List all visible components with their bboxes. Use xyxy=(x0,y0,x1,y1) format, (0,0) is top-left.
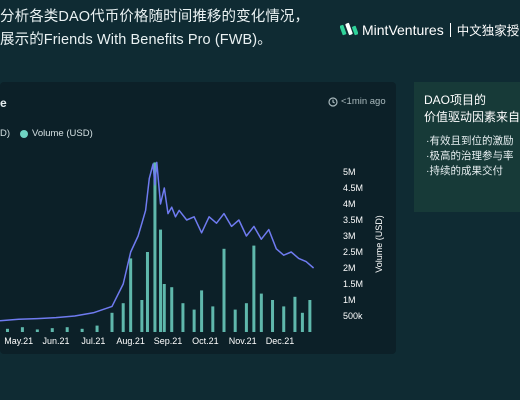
brand-name: MintVentures xyxy=(362,21,444,38)
side-list-item: ·极高的治理参与率 xyxy=(426,150,514,162)
brand-divider xyxy=(449,22,451,37)
volume-bar xyxy=(121,303,125,332)
y-tick-label: 4.5M xyxy=(343,183,363,193)
volume-bar xyxy=(140,300,144,332)
y-tick-label: 3.5M xyxy=(343,215,363,225)
chart-updated-text: <1min ago xyxy=(341,96,386,107)
volume-bar xyxy=(192,309,196,332)
refresh-clock-icon[interactable] xyxy=(328,96,338,107)
y-tick-label: 2.5M xyxy=(343,247,363,257)
volume-bar xyxy=(20,327,24,332)
legend-volume-label: Volume (USD) xyxy=(32,128,93,139)
chart-title: e xyxy=(0,96,7,110)
chart-legend: D) Volume (USD) xyxy=(0,128,103,139)
x-tick-label: Nov.21 xyxy=(229,336,257,346)
legend-price-label: D) xyxy=(0,128,11,139)
brand: MintVentures 中文独家授 xyxy=(340,20,519,39)
header-line-1: 分析各类DAO代币价格随时间推移的变化情况， xyxy=(0,9,310,25)
volume-bar xyxy=(95,325,99,332)
volume-bar xyxy=(293,296,297,332)
price-line xyxy=(0,161,315,322)
legend-volume-swatch xyxy=(20,129,29,138)
header-text: 分析各类DAO代币价格随时间推移的变化情况， 展示的Friends With B… xyxy=(0,6,310,52)
volume-bar xyxy=(222,248,226,332)
y-tick-label: 5M xyxy=(343,167,356,177)
mint-leaf-icon xyxy=(340,22,358,35)
volume-bar xyxy=(80,328,84,332)
volume-bar xyxy=(170,287,174,332)
side-panel-title: DAO项目的 价值驱动因素来自 xyxy=(424,92,520,126)
volume-bar xyxy=(308,300,312,332)
x-tick-label: Jun.21 xyxy=(42,336,69,346)
volume-bar xyxy=(129,258,133,332)
y-tick-label: 3M xyxy=(343,231,356,241)
volume-bar xyxy=(271,300,275,332)
volume-bar xyxy=(211,306,215,332)
side-panel: DAO项目的 价值驱动因素来自 ·有效且到位的激励 ·极高的治理参与率 ·持续的… xyxy=(414,82,520,212)
volume-bar xyxy=(282,306,286,332)
y-tick-label: 4M xyxy=(343,199,356,209)
volume-bar xyxy=(252,245,256,332)
volume-bar xyxy=(233,309,237,332)
volume-bar xyxy=(244,303,248,332)
volume-bar xyxy=(65,327,69,332)
brand-tag: 中文独家授 xyxy=(456,24,520,38)
x-tick-label: May.21 xyxy=(4,336,33,346)
side-list-item: ·有效且到位的激励 xyxy=(426,135,514,147)
volume-bar xyxy=(181,303,185,332)
volume-bar xyxy=(35,329,39,332)
side-panel-list: ·有效且到位的激励 ·极高的治理参与率 ·持续的成果交付 xyxy=(426,134,514,179)
volume-bar xyxy=(200,290,204,332)
side-list-item: ·持续的成果交付 xyxy=(426,165,503,177)
volume-bar xyxy=(300,312,304,332)
volume-bar xyxy=(5,328,9,332)
x-tick-label: Dec.21 xyxy=(266,336,295,346)
volume-bar xyxy=(50,328,54,332)
volume-bar xyxy=(153,162,157,332)
legend-item-volume[interactable]: Volume (USD) xyxy=(20,128,93,139)
volume-bar xyxy=(259,293,263,332)
x-tick-label: Oct.21 xyxy=(192,336,219,346)
side-title-line-2: 价值驱动因素来自 xyxy=(424,110,520,124)
x-tick-label: Jul.21 xyxy=(81,336,105,346)
x-tick-label: Aug.21 xyxy=(116,336,145,346)
volume-bar xyxy=(145,252,149,332)
header-line-2: 展示的Friends With Benefits Pro (FWB)。 xyxy=(0,32,272,48)
y-tick-label: 500k xyxy=(343,311,363,321)
side-title-line-1: DAO项目的 xyxy=(424,93,487,107)
chart-updated[interactable]: <1min ago xyxy=(328,96,386,107)
volume-bar xyxy=(110,312,114,332)
x-tick-label: Sep.21 xyxy=(154,336,183,346)
y-tick-label: 1M xyxy=(343,295,356,305)
legend-item-price[interactable]: D) xyxy=(0,128,10,139)
y-tick-label: 2M xyxy=(343,263,356,273)
volume-bar xyxy=(159,229,163,332)
y-axis-title: Volume (USD) xyxy=(374,215,384,273)
chart-svg: 500k 1M 1.5M 2M 2.5M 3M 3.5M 4M 4.5M 5M Volume (US… xyxy=(0,161,384,346)
volume-bar xyxy=(162,284,166,332)
y-tick-label: 1.5M xyxy=(343,279,363,289)
chart-panel: 500k 1M 1.5M 2M 2.5M 3M 3.5M 4M 4.5M 5M Volume (US… xyxy=(0,82,396,354)
